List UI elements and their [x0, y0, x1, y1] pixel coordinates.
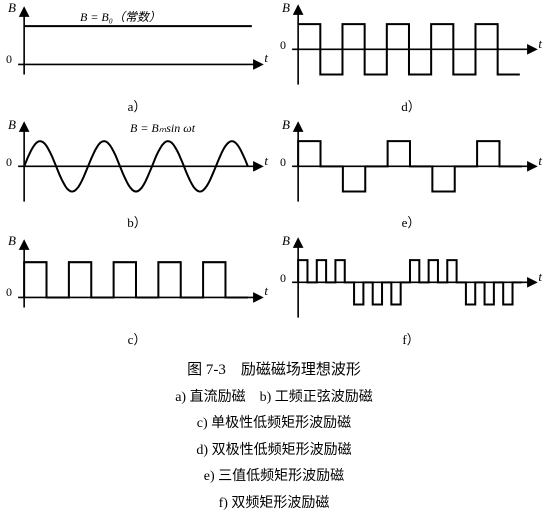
plot-d [280, 4, 542, 95]
annot-b: B = Bₘsin ωt [130, 121, 195, 136]
legend-line-1: c) 单极性低频矩形波励磁 [0, 411, 548, 438]
cell-b: B 0 t B = Bₘsin ωt b） [0, 117, 274, 234]
subcaption-a: a） [0, 96, 274, 115]
y-label-b: B [8, 117, 16, 133]
legend-line-2: d) 双极性低频矩形波励磁 [0, 438, 548, 465]
y-label-c: B [8, 233, 16, 249]
cell-c: B 0 t c） [0, 233, 274, 350]
origin-b: 0 [6, 155, 12, 170]
legend-line-3: e) 三值低频矩形波励磁 [0, 464, 548, 491]
plot-c [6, 237, 268, 328]
cell-f: B 0 t f） [274, 233, 548, 350]
y-label-a: B [8, 0, 16, 16]
legend-line-0: a) 直流励磁 b) 工频正弦波励磁 [0, 385, 548, 412]
cell-d: B 0 t d） [274, 0, 548, 117]
origin-f: 0 [280, 271, 286, 286]
x-label-c: t [264, 283, 268, 299]
waveform-grid: B 0 t B = B₀（常数） a） B 0 t [0, 0, 548, 350]
origin-a: 0 [6, 52, 12, 67]
origin-c: 0 [6, 285, 12, 300]
plot-e [280, 121, 542, 212]
x-label-b: t [264, 153, 268, 169]
x-label-d: t [538, 36, 542, 52]
y-label-f: B [282, 233, 290, 249]
x-label-e: t [538, 153, 542, 169]
annot-a: B = B₀（常数） [80, 8, 161, 25]
subcaption-d: d） [274, 96, 548, 115]
subcaption-f: f） [274, 329, 548, 348]
subcaption-b: b） [0, 212, 274, 231]
x-label-a: t [264, 50, 268, 66]
figure-caption: 图 7-3 励磁磁场理想波形 a) 直流励磁 b) 工频正弦波励磁 c) 单极性… [0, 350, 548, 517]
subcaption-c: c） [0, 329, 274, 348]
origin-e: 0 [280, 155, 286, 170]
cell-e: B 0 t e） [274, 117, 548, 234]
subcaption-e: e） [274, 212, 548, 231]
y-label-d: B [282, 0, 290, 16]
y-label-e: B [282, 117, 290, 133]
origin-d: 0 [280, 38, 286, 53]
x-label-f: t [538, 269, 542, 285]
plot-f [280, 237, 542, 328]
figure-title: 图 7-3 励磁磁场理想波形 [0, 356, 548, 385]
legend-line-4: f) 双频矩形波励磁 [0, 491, 548, 517]
cell-a: B 0 t B = B₀（常数） a） [0, 0, 274, 117]
